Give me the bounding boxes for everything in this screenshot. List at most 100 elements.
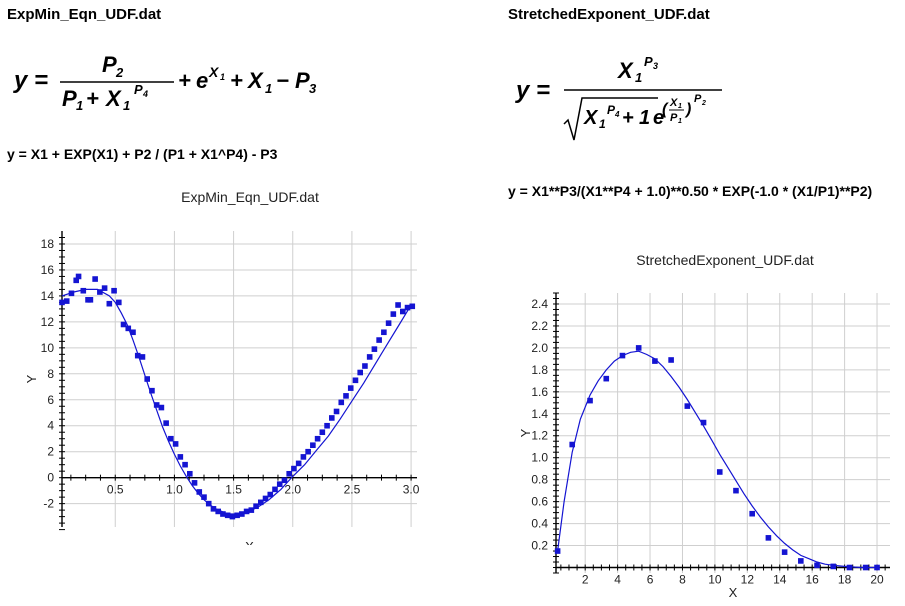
svg-text:): ): [684, 101, 691, 118]
left-chart-data-point: [130, 329, 136, 336]
right-chart-data-point: [587, 397, 593, 404]
left-chart-data-point: [362, 363, 368, 369]
left-chart-data-point: [63, 298, 70, 304]
svg-text:X: X: [246, 68, 264, 93]
left-chart-data-point: [300, 454, 307, 460]
right-chart-data-point: [781, 549, 788, 555]
left-chart-y-tick-label: 10: [41, 341, 55, 355]
left-chart-data-point: [366, 354, 373, 360]
svg-text:e: e: [653, 107, 664, 129]
svg-text:P: P: [694, 93, 702, 105]
left-chart-y-tick-label: 6: [47, 393, 54, 407]
left-formula: y = P 2 P 1 + X 1 P 4 + e X 1 + X 1 − P …: [6, 50, 336, 113]
left-chart-data-point: [229, 513, 236, 520]
right-chart-y-axis-label: Y: [518, 428, 533, 437]
left-chart-data-point: [338, 399, 345, 406]
right-chart-data-point: [569, 441, 576, 448]
left-chart-data-point: [319, 429, 326, 436]
right-chart-data-point: [635, 345, 642, 351]
left-chart-data-point: [404, 304, 411, 311]
left-chart-x-tick-label: 1.0: [166, 483, 183, 497]
svg-text:2: 2: [701, 100, 706, 107]
right-chart-x-tick-label: 16: [805, 573, 819, 587]
left-chart-data-point: [191, 480, 198, 486]
svg-text:X: X: [208, 64, 220, 80]
left-chart-data-point: [215, 508, 221, 515]
right-chart-data-point: [830, 563, 837, 570]
svg-text:e: e: [196, 68, 208, 93]
left-chart-data-point: [286, 470, 292, 477]
right-chart-y-tick-label: 0.2: [531, 539, 548, 553]
svg-text:4: 4: [142, 89, 148, 99]
svg-text:1: 1: [76, 98, 83, 112]
left-chart-data-point: [385, 320, 392, 326]
right-chart-data-point: [716, 469, 723, 475]
right-chart-data-point: [652, 358, 658, 364]
svg-text:4: 4: [614, 110, 620, 119]
right-chart-x-tick-label: 6: [647, 573, 654, 587]
svg-text:X: X: [583, 107, 599, 129]
left-chart-data-point: [134, 352, 141, 359]
right-chart-y-tick-label: 1.6: [531, 385, 548, 399]
left-chart-data-point: [210, 506, 217, 512]
svg-text:P: P: [295, 68, 310, 93]
right-chart-x-tick-label: 20: [870, 573, 884, 587]
right-chart-x-tick-label: 18: [838, 573, 852, 587]
right-chart-data-point: [554, 548, 561, 554]
left-chart-x-tick-label: 2.0: [284, 483, 301, 497]
svg-text:3: 3: [309, 81, 317, 96]
svg-text:X: X: [616, 58, 634, 83]
left-chart-data-point: [139, 354, 146, 360]
left-chart: -2 0 2 4 6 8 10 12 14 16 18 0.5 1.0 1.5 2.0 2.5 3.0 X Y: [24, 231, 420, 545]
left-chart-data-point: [87, 297, 94, 303]
left-chart-data-point: [168, 435, 174, 442]
left-chart-data-point: [116, 299, 122, 306]
right-chart-fit-line: [557, 350, 877, 569]
svg-text:+: +: [178, 68, 191, 93]
left-chart-data-point: [343, 393, 349, 399]
right-chart-y-tick-label: 1.2: [531, 429, 548, 443]
left-chart-data-point: [352, 377, 359, 384]
left-chart-data-point: [187, 470, 193, 477]
right-chart-x-tick-label: 12: [741, 573, 755, 587]
right-file-title: StretchedExponent_UDF.dat: [508, 6, 710, 23]
left-chart-data-point: [276, 481, 283, 487]
right-chart-data-point: [874, 564, 880, 571]
svg-text:+: +: [622, 107, 634, 129]
right-chart-data-point: [668, 357, 674, 363]
svg-text:3: 3: [653, 61, 658, 71]
left-chart-data-point: [390, 311, 397, 317]
svg-text:1: 1: [639, 107, 650, 129]
right-chart-x-tick-label: 10: [708, 573, 722, 587]
left-chart-data-point: [172, 441, 179, 447]
left-chart-data-point: [347, 385, 354, 391]
right-chart-data-point: [846, 564, 853, 571]
right-chart-data-point: [765, 535, 772, 541]
left-chart-data-point: [149, 387, 155, 394]
left-chart-data-point: [305, 448, 311, 455]
svg-text:y: y: [515, 77, 531, 104]
right-chart-x-axis-label: X: [729, 585, 738, 600]
right-chart-data-point: [733, 487, 739, 494]
left-chart-data-point: [101, 285, 108, 291]
right-chart-y-tick-label: 0.4: [531, 517, 548, 531]
svg-text:(: (: [662, 101, 669, 118]
svg-text:X: X: [669, 97, 678, 109]
left-chart-y-tick-label: 12: [41, 315, 55, 329]
right-chart-x-tick-label: 14: [773, 573, 787, 587]
svg-text:1: 1: [678, 103, 682, 110]
right-chart-data-point: [684, 403, 691, 409]
left-chart-fit-line: [61, 288, 412, 515]
left-chart-data-point: [106, 300, 113, 307]
left-chart-y-tick-label: 2: [47, 445, 54, 459]
left-chart-data-point: [329, 415, 335, 421]
left-chart-data-point: [267, 491, 274, 498]
left-chart-data-point: [144, 376, 150, 382]
right-chart-data-point: [603, 375, 610, 382]
left-chart-data-point: [153, 402, 160, 408]
right-chart-y-tick-label: 2.0: [531, 341, 548, 355]
left-chart-data-point: [357, 369, 363, 376]
left-chart-data-point: [75, 273, 82, 280]
left-chart-y-axis-label: Y: [24, 374, 39, 383]
left-chart-data-point: [111, 287, 117, 294]
